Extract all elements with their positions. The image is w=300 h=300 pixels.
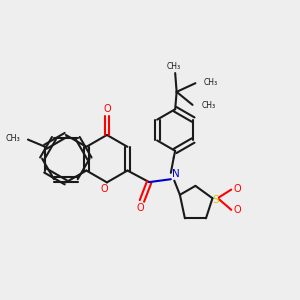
- Text: CH₃: CH₃: [167, 62, 181, 71]
- Text: O: O: [233, 184, 241, 194]
- Text: O: O: [100, 184, 108, 194]
- Text: N: N: [172, 169, 180, 179]
- Text: S: S: [213, 195, 219, 205]
- Text: O: O: [103, 104, 111, 114]
- Text: CH₃: CH₃: [5, 134, 20, 142]
- Text: CH₃: CH₃: [204, 78, 218, 87]
- Text: CH₃: CH₃: [201, 101, 215, 110]
- Text: O: O: [137, 203, 144, 213]
- Text: O: O: [233, 206, 241, 215]
